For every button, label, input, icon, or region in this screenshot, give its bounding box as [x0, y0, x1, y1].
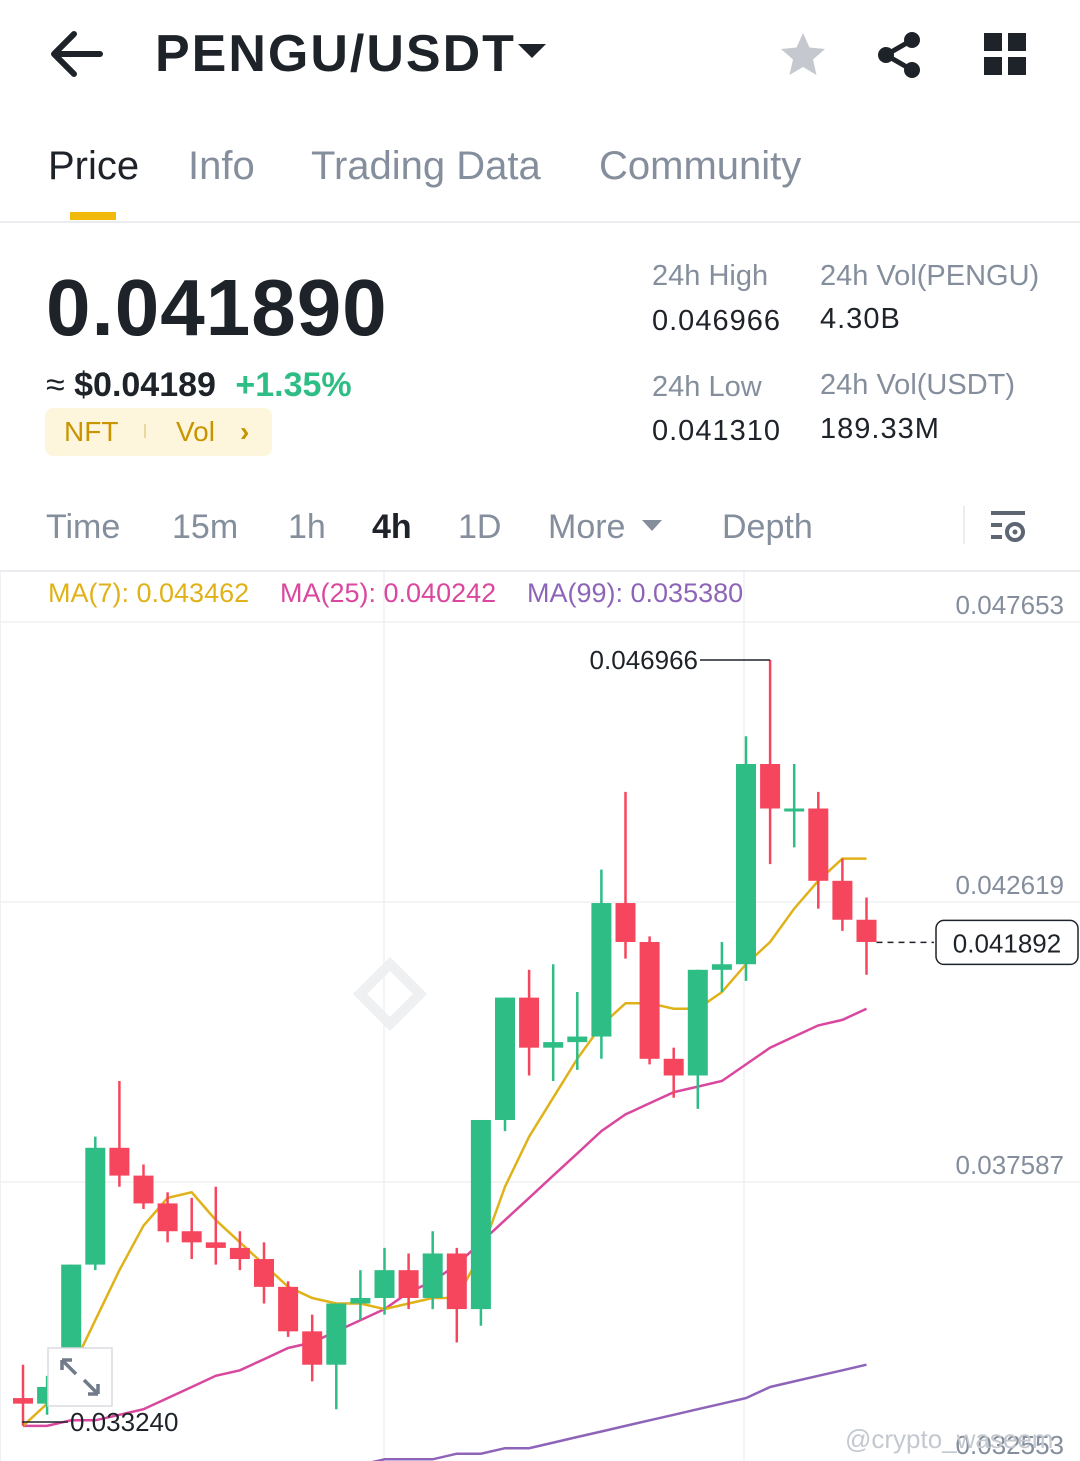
candle-body — [374, 1270, 395, 1298]
candle-body — [543, 1042, 564, 1048]
candle-body — [109, 1147, 130, 1176]
y-axis-tick-label: 0.037587 — [956, 1150, 1064, 1180]
vol-quote-label: 24h Vol(USDT) — [820, 369, 1016, 401]
high-label: 24h High — [652, 260, 769, 292]
interval-15m[interactable]: 15m — [172, 508, 239, 546]
candle-body — [181, 1231, 202, 1243]
candle-body — [205, 1242, 226, 1248]
interval-time[interactable]: Time — [46, 508, 121, 546]
ma25-legend: MA(25): 0.040242 — [280, 578, 497, 608]
candle-body — [567, 1036, 588, 1043]
candle-body — [760, 764, 781, 809]
ma25-line — [23, 1007, 868, 1428]
usd-price: $0.04189 — [74, 366, 216, 404]
candle-body — [422, 1253, 443, 1298]
vol-quote-value: 189.33M — [820, 413, 940, 445]
tab-community[interactable]: Community — [599, 144, 802, 188]
candle-body — [663, 1058, 684, 1076]
low-marker-label: 0.033240 — [70, 1407, 178, 1437]
candle-body — [495, 997, 515, 1120]
candle-body — [157, 1203, 178, 1232]
candle-body — [591, 903, 612, 1037]
chart-top-divider — [0, 570, 1080, 572]
current-price-box — [935, 919, 1079, 966]
candle-body — [350, 1297, 371, 1304]
candle-body — [254, 1259, 274, 1287]
candle-body — [784, 808, 805, 812]
chevron-down-icon[interactable] — [518, 44, 546, 58]
y-axis-tick-label: 0.042619 — [956, 870, 1064, 900]
tab-info[interactable]: Info — [188, 144, 255, 188]
tabs-divider — [0, 221, 1080, 223]
candle-body — [326, 1303, 347, 1365]
candle-body — [13, 1398, 33, 1404]
candle-body — [302, 1331, 323, 1365]
ma99-legend: MA(99): 0.035380 — [527, 578, 744, 608]
candle-body — [711, 964, 732, 970]
share-icon[interactable] — [874, 30, 924, 80]
current-price-label: 0.041892 — [953, 928, 1061, 958]
candle-body — [808, 808, 829, 881]
interval-more[interactable]: More — [548, 508, 626, 546]
price-change-percent: +1.35% — [235, 366, 352, 404]
y-axis-tick-label: 0.047653 — [956, 590, 1064, 620]
candle-body — [85, 1147, 106, 1265]
candle-body — [229, 1247, 250, 1260]
tag-chip[interactable] — [45, 408, 272, 456]
chart-settings-icon[interactable] — [988, 507, 1028, 547]
toolbar-separator — [963, 506, 965, 544]
candle-body — [446, 1253, 467, 1310]
vol-base-value: 4.30B — [820, 303, 901, 335]
price-chart[interactable]: 0.047653 0.042619 0.037587 0.032553 0.046966… — [0, 572, 1080, 1461]
ma7-line — [22, 857, 867, 1427]
interval-1h[interactable]: 1h — [288, 508, 326, 546]
fullscreen-button[interactable] — [47, 1347, 113, 1407]
last-price: 0.041890 — [46, 263, 388, 352]
expand-icon[interactable] — [60, 1358, 100, 1396]
ma99-line — [371, 1363, 867, 1461]
watermark-text: @crypto_waseem — [845, 1424, 1054, 1454]
candle-body — [687, 969, 708, 1076]
chevron-right-icon[interactable]: › — [240, 416, 250, 447]
candle-body — [856, 919, 877, 942]
grid-icon[interactable] — [984, 33, 1026, 75]
vol-base-label: 24h Vol(PENGU) — [820, 260, 1040, 292]
low-value: 0.041310 — [652, 415, 781, 447]
candle-body — [133, 1175, 154, 1204]
y-axis-tick-label: 0.032553 — [956, 1430, 1064, 1460]
back-arrow-icon[interactable] — [48, 28, 108, 80]
interval-1d[interactable]: 1D — [458, 508, 502, 546]
candle-body — [639, 941, 660, 1059]
tag-vol[interactable]: Vol — [176, 416, 215, 447]
pair-title[interactable]: PENGU/USDT — [155, 25, 516, 83]
high-marker-label: 0.046966 — [590, 645, 698, 675]
candle-body — [398, 1270, 419, 1298]
tag-separator — [144, 424, 146, 438]
candle-body — [832, 880, 853, 920]
chevron-down-icon[interactable] — [642, 520, 662, 531]
depth-tab[interactable]: Depth — [722, 508, 813, 546]
tab-price[interactable]: Price — [48, 144, 140, 188]
active-tab-indicator — [70, 212, 116, 220]
brand-watermark-icon — [352, 956, 428, 1032]
tag-nft[interactable]: NFT — [64, 416, 119, 447]
approx-symbol: ≈ — [46, 366, 65, 404]
candle-body — [278, 1286, 299, 1332]
star-icon[interactable] — [778, 30, 828, 80]
candle-body — [615, 903, 636, 942]
ma7-legend: MA(7): 0.043462 — [48, 578, 250, 608]
candle-body — [519, 997, 540, 1048]
candle-body — [736, 764, 756, 965]
candle-body — [470, 1119, 491, 1310]
interval-4h[interactable]: 4h — [372, 508, 412, 546]
low-label: 24h Low — [652, 371, 762, 403]
tab-trading-data[interactable]: Trading Data — [311, 144, 541, 188]
usd-price-line: ≈ $0.04189 +1.35% — [46, 366, 352, 405]
high-value: 0.046966 — [652, 305, 781, 337]
